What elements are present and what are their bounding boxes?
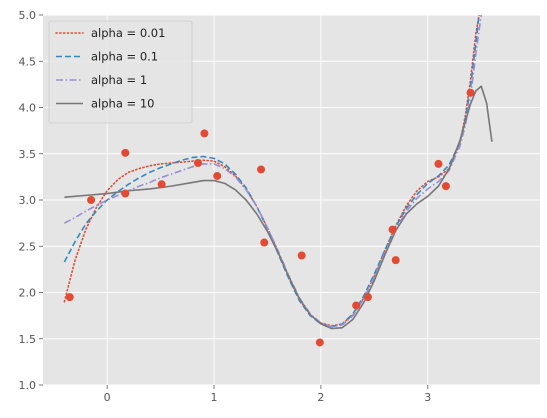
legend: alpha = 0.01 alpha = 0.1 alpha = 1 alpha = … [48,20,193,124]
x-tick-label: 1 [211,391,218,404]
scatter-point [466,88,475,97]
scatter-point [391,256,400,265]
series-lines [63,15,493,330]
legend-label-2: alpha = 1 [91,73,147,87]
y-tick-label: 3.5 [19,148,37,161]
scatter-point [434,159,443,168]
x-axis: 0 1 2 3 [104,385,431,404]
y-tick-label: 1.0 [19,379,37,392]
scatter-point [121,148,130,157]
scatter-point [65,293,74,302]
scatter-point [315,338,324,347]
grid [43,14,540,386]
scatter-point [121,189,130,198]
scatter-point [260,238,269,247]
legend-label-1: alpha = 0.1 [91,50,158,64]
scatter-point [363,293,372,302]
legend-label-3: alpha = 10 [91,97,154,111]
series-line-3 [64,85,493,330]
y-tick-label: 2.0 [19,287,37,300]
scatter-point [441,182,450,191]
scatter-point [297,251,306,260]
scatter-point [157,180,166,189]
scatter-point [87,196,96,204]
scatter-point [257,165,266,174]
scatter-points [65,88,475,347]
scatter-point [352,301,361,310]
x-tick-label: 2 [317,391,324,404]
scatter-point [213,171,222,180]
x-tick-label: 0 [104,391,111,404]
legend-label-0: alpha = 0.01 [91,26,165,40]
y-tick-label: 1.5 [19,333,37,346]
y-tick-label: 2.5 [19,240,37,253]
legend-box [48,20,193,124]
y-tick-label: 5.0 [19,9,37,22]
y-axis: 1.0 1.5 2.0 2.5 3.0 3.5 4.0 4.5 5.0 [19,9,43,392]
scatter-point [193,159,202,167]
scatter-point [200,129,209,138]
y-tick-label: 4.0 [19,102,37,115]
x-tick-label: 3 [424,391,431,404]
scatter-point [388,225,397,234]
y-tick-label: 3.0 [19,194,37,207]
y-tick-label: 4.5 [19,55,37,68]
